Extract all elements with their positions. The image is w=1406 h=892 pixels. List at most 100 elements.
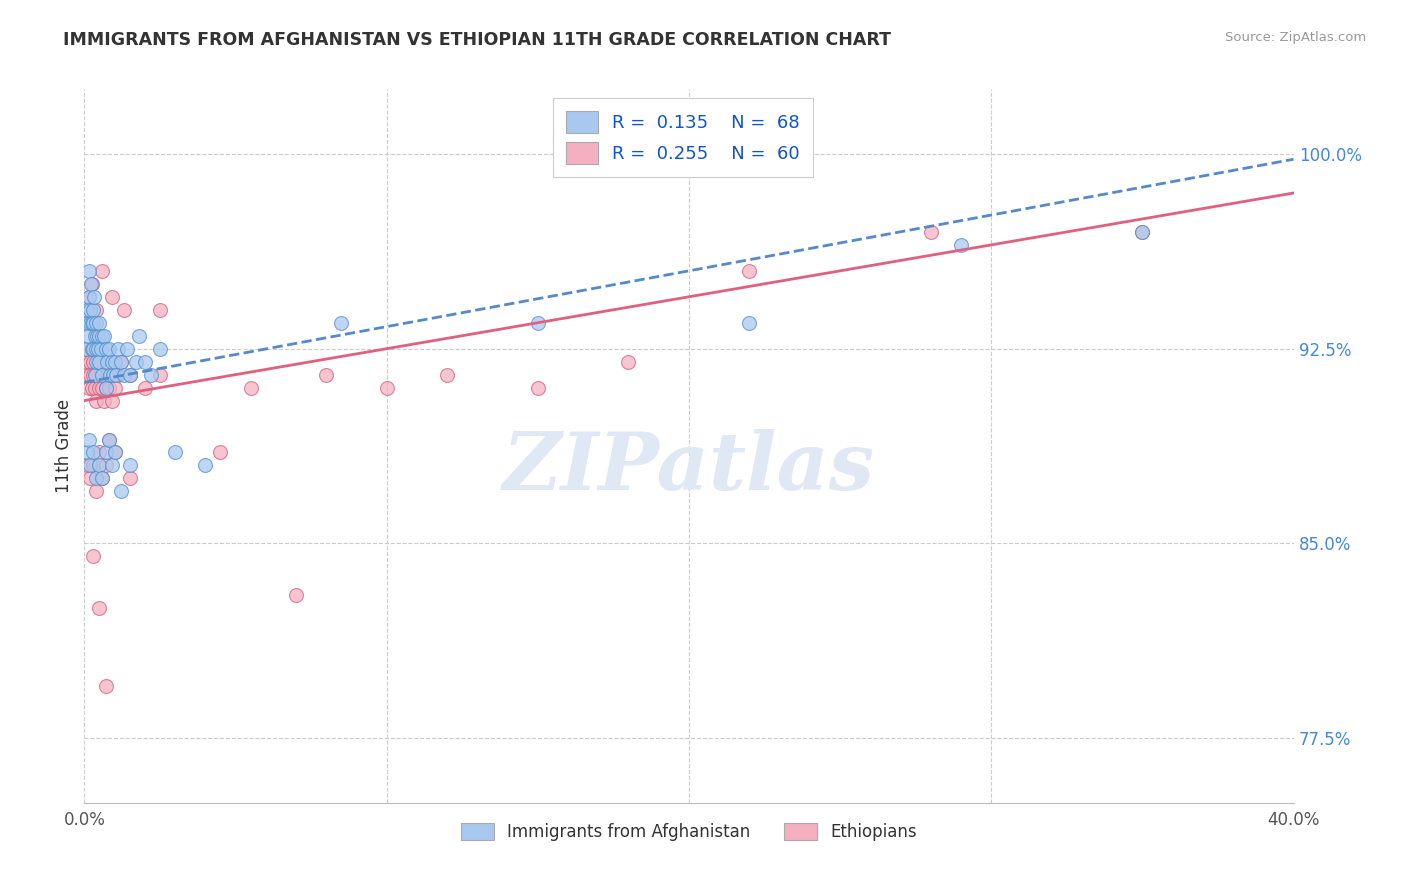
Point [94, 458, 117, 473]
Point [110, 484, 132, 499]
Point [90, 342, 112, 356]
Point [79, 368, 101, 382]
Point [91, 328, 114, 343]
Point [76, 316, 98, 330]
Point [94, 679, 117, 693]
Point [75, 342, 97, 356]
Point [1132, 225, 1154, 239]
Point [76, 445, 98, 459]
Point [84, 368, 107, 382]
Point [83, 290, 105, 304]
Point [82, 342, 104, 356]
Point [738, 264, 761, 278]
Point [149, 302, 172, 317]
Point [97, 381, 120, 395]
Text: IMMIGRANTS FROM AFGHANISTAN VS ETHIOPIAN 11TH GRADE CORRELATION CHART: IMMIGRANTS FROM AFGHANISTAN VS ETHIOPIAN… [63, 31, 891, 49]
Point [436, 368, 458, 382]
Point [128, 328, 150, 343]
Point [104, 354, 127, 368]
Point [112, 368, 135, 382]
Point [100, 458, 122, 473]
Point [89, 458, 111, 473]
Point [165, 445, 187, 459]
Point [82, 458, 104, 473]
Point [285, 588, 308, 602]
Point [527, 381, 550, 395]
Point [77, 328, 100, 343]
Point [77, 433, 100, 447]
Point [84, 342, 107, 356]
Text: Source: ZipAtlas.com: Source: ZipAtlas.com [1226, 31, 1367, 45]
Point [80, 316, 103, 330]
Point [76, 342, 98, 356]
Point [84, 328, 107, 343]
Point [80, 342, 103, 356]
Point [100, 354, 122, 368]
Point [149, 342, 172, 356]
Point [77, 290, 100, 304]
Point [87, 328, 110, 343]
Point [950, 238, 973, 252]
Point [84, 381, 107, 395]
Legend: Immigrants from Afghanistan, Ethiopians: Immigrants from Afghanistan, Ethiopians [454, 816, 924, 848]
Point [139, 368, 162, 382]
Point [149, 368, 172, 382]
Point [101, 368, 124, 382]
Point [96, 354, 118, 368]
Point [101, 368, 124, 382]
Point [105, 368, 128, 382]
Point [86, 328, 108, 343]
Point [107, 368, 129, 382]
Point [86, 368, 108, 382]
Point [80, 277, 103, 291]
Point [94, 381, 117, 395]
Point [82, 302, 104, 317]
Point [89, 354, 111, 368]
Point [100, 393, 122, 408]
Point [80, 381, 103, 395]
Point [134, 354, 156, 368]
Point [86, 354, 108, 368]
Point [209, 445, 232, 459]
Text: ZIPatlas: ZIPatlas [503, 429, 875, 506]
Point [125, 354, 148, 368]
Point [89, 316, 111, 330]
Point [93, 328, 115, 343]
Point [315, 368, 337, 382]
Point [91, 381, 114, 395]
Point [920, 225, 942, 239]
Point [97, 433, 120, 447]
Point [97, 433, 120, 447]
Y-axis label: 11th Grade: 11th Grade [55, 399, 73, 493]
Point [79, 471, 101, 485]
Point [104, 445, 127, 459]
Point [118, 471, 141, 485]
Point [76, 458, 98, 473]
Point [112, 302, 135, 317]
Point [89, 381, 111, 395]
Point [115, 342, 138, 356]
Point [134, 381, 156, 395]
Point [91, 368, 114, 382]
Point [91, 264, 114, 278]
Point [90, 368, 112, 382]
Point [94, 381, 117, 395]
Point [194, 458, 217, 473]
Point [82, 445, 104, 459]
Point [87, 342, 110, 356]
Point [89, 601, 111, 615]
Point [98, 368, 121, 382]
Point [96, 368, 118, 382]
Point [75, 354, 97, 368]
Point [1132, 225, 1154, 239]
Point [93, 393, 115, 408]
Point [82, 549, 104, 564]
Point [107, 342, 129, 356]
Point [104, 381, 127, 395]
Point [100, 290, 122, 304]
Point [98, 368, 121, 382]
Point [738, 316, 761, 330]
Point [94, 445, 117, 459]
Point [82, 316, 104, 330]
Point [97, 342, 120, 356]
